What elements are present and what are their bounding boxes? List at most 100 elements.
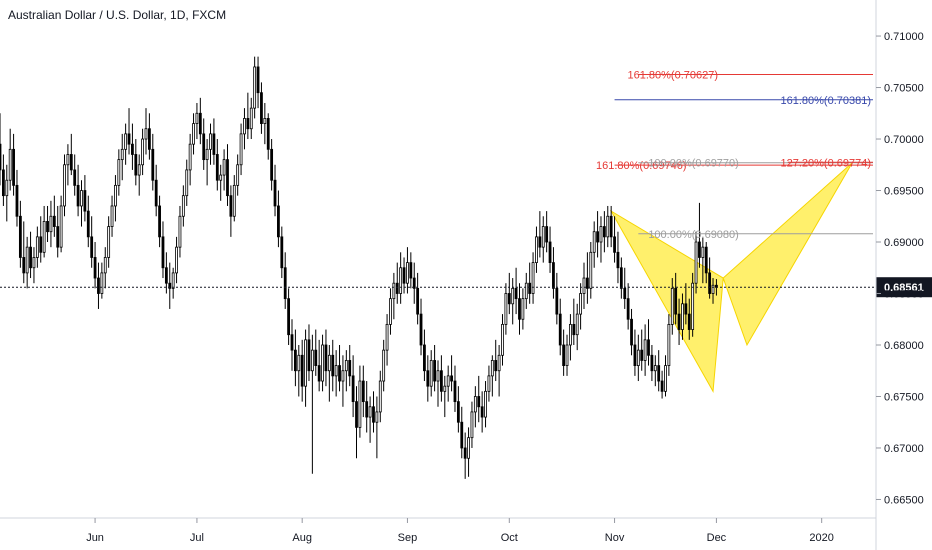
candle	[232, 175, 236, 222]
candle	[609, 205, 613, 248]
candle-body	[664, 365, 667, 392]
candle	[134, 139, 138, 186]
candle-body	[429, 360, 433, 387]
candle	[504, 283, 508, 335]
candle	[507, 272, 511, 315]
candle	[15, 169, 19, 227]
candle-body	[324, 344, 328, 372]
candle	[555, 272, 559, 325]
candle-body	[497, 354, 501, 372]
candle	[69, 133, 73, 176]
fib-levels: 161.80%(0.70627)161.80%(0.70381)161.80%(…	[596, 69, 873, 241]
candle	[450, 355, 453, 392]
candle	[158, 195, 161, 248]
x-tick-label: Nov	[605, 532, 625, 544]
candle	[263, 102, 267, 145]
candle	[657, 350, 661, 392]
candle	[256, 56, 260, 109]
candle	[521, 288, 525, 330]
candle	[704, 242, 708, 284]
candle-body	[609, 215, 613, 238]
candle	[93, 242, 97, 289]
candle	[341, 355, 345, 407]
candle-body	[453, 380, 457, 403]
candle	[480, 391, 484, 433]
candle-body	[127, 133, 131, 145]
candle-body	[562, 344, 566, 366]
candle-body	[134, 154, 138, 176]
candle	[606, 205, 610, 248]
candle	[18, 200, 22, 268]
candle	[86, 195, 90, 248]
candle-body	[171, 272, 175, 289]
candle	[538, 211, 542, 258]
candle	[137, 154, 141, 196]
candle-body	[545, 226, 549, 243]
candle	[446, 365, 450, 402]
candle	[168, 262, 172, 309]
candle	[266, 113, 270, 160]
candle-body	[0, 143, 2, 171]
candle-body	[636, 349, 640, 366]
candle-body	[602, 226, 606, 238]
candle-body	[653, 365, 657, 372]
candle-body	[412, 277, 416, 289]
candle	[338, 344, 341, 392]
candle	[348, 344, 352, 387]
candle-body	[260, 92, 263, 124]
candle-body	[423, 344, 426, 372]
candle	[389, 288, 392, 335]
candle	[562, 329, 566, 376]
candle-body	[18, 215, 22, 258]
candle-body	[382, 349, 386, 382]
candle-body	[504, 293, 508, 325]
candle-body	[361, 380, 365, 403]
candle-body	[66, 154, 70, 166]
candle	[29, 231, 32, 279]
candle	[358, 365, 362, 438]
candle	[185, 159, 189, 206]
candle-body	[691, 282, 695, 330]
candle-body	[181, 195, 185, 217]
candle-body	[456, 401, 460, 423]
candle	[246, 92, 250, 140]
candle	[49, 200, 53, 248]
candle	[501, 314, 504, 366]
candle-body	[297, 354, 301, 372]
candle-body	[131, 143, 134, 155]
candle	[76, 164, 80, 217]
candle	[297, 344, 301, 397]
candle	[647, 319, 650, 366]
candle-body	[110, 205, 114, 227]
candle	[304, 329, 307, 407]
candle-body	[416, 287, 420, 315]
candle	[531, 252, 535, 304]
candle	[667, 314, 671, 376]
candle-body	[351, 375, 355, 403]
candle-body	[205, 148, 209, 161]
candle	[110, 195, 114, 237]
candle-body	[46, 221, 49, 233]
candle-body	[528, 282, 532, 294]
pattern-triangle-1	[609, 209, 724, 393]
candle	[205, 139, 209, 186]
candle-body	[5, 179, 9, 197]
x-tick-label: Dec	[707, 532, 727, 544]
candle	[616, 231, 620, 284]
candle	[127, 108, 131, 155]
candle	[273, 164, 277, 217]
candle	[698, 202, 701, 268]
candle	[66, 144, 70, 186]
candle	[80, 180, 83, 227]
candle	[640, 329, 644, 371]
candle	[372, 391, 375, 433]
candle-body	[175, 246, 178, 274]
candle-body	[161, 236, 165, 269]
y-tick-label: 0.71000	[884, 31, 924, 43]
candle	[602, 211, 606, 253]
candle-body	[409, 262, 413, 279]
candle-body	[399, 267, 403, 294]
candle-body	[450, 375, 453, 382]
candle	[32, 247, 36, 284]
